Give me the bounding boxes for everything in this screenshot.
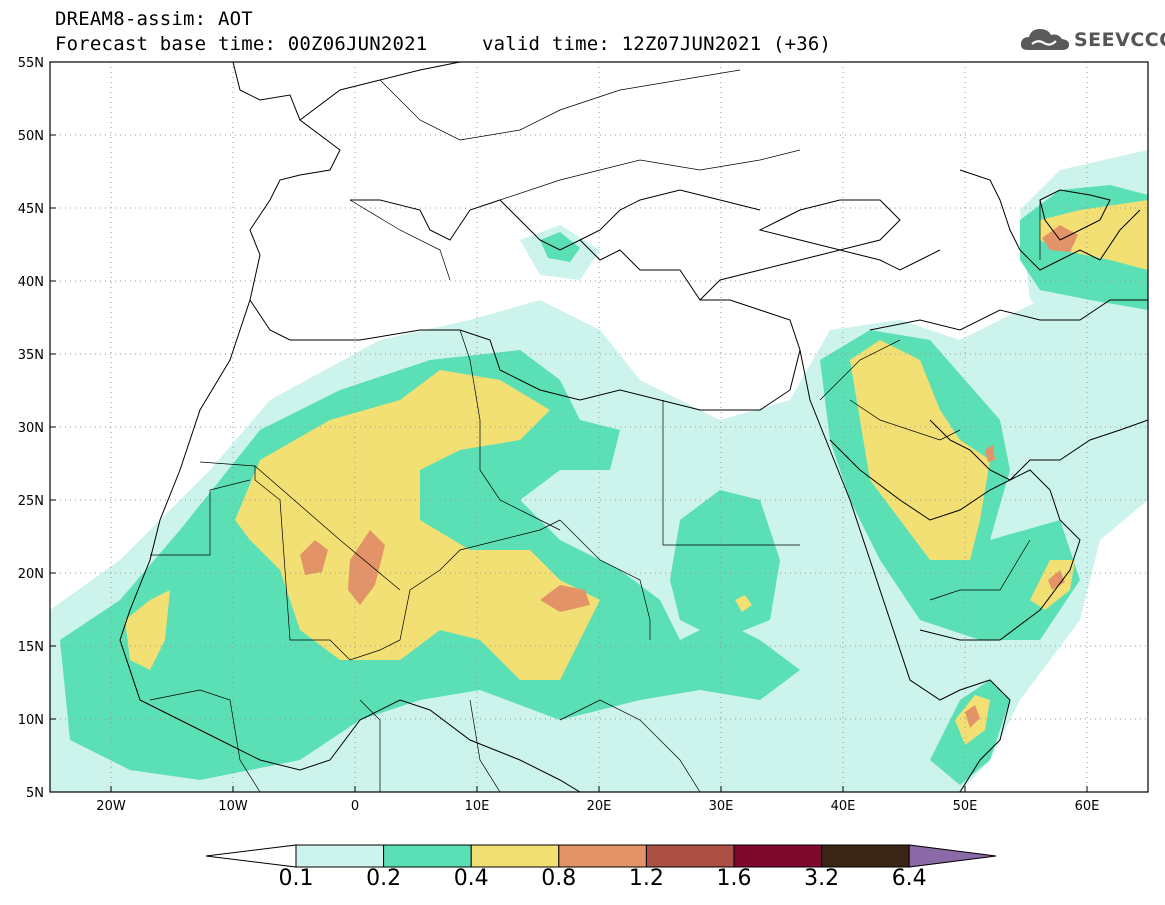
lon-tick-label: 10W <box>218 799 248 814</box>
lat-tick-label: 5N <box>26 786 44 801</box>
lat-tick-label: 55N <box>18 56 44 71</box>
colorbar <box>205 844 997 868</box>
colorbar-segment <box>733 844 823 868</box>
borders <box>149 69 1041 792</box>
colorbar-label: 1.2 <box>628 866 664 891</box>
lon-tick-label: 50E <box>953 799 978 814</box>
cloud-icon <box>1020 29 1070 50</box>
lat-tick-label: 40N <box>18 275 44 290</box>
lat-tick-label: 25N <box>18 494 44 509</box>
logo-text: SEEVCCC <box>1074 29 1165 51</box>
colorbar-segment <box>383 844 472 868</box>
colorbar-label: 0.8 <box>541 866 577 891</box>
colorbar-label: 1.6 <box>716 866 752 891</box>
colorbar-under-triangle <box>205 844 297 868</box>
lat-tick-label: 30N <box>18 421 44 436</box>
lat-tick-labels: 55N 50N 45N 40N 35N 30N 25N 20N 15N 10N … <box>18 56 44 801</box>
lat-tick-label: 35N <box>18 348 44 363</box>
colorbar-label: 0.4 <box>453 866 489 891</box>
lon-tick-label: 0 <box>351 799 359 814</box>
lon-tick-label: 30E <box>709 799 734 814</box>
coastlines <box>119 62 1148 792</box>
colorbar-segment <box>295 844 385 868</box>
seevccc-logo: SEEVCCC <box>1018 22 1165 58</box>
colorbar-label: 0.1 <box>278 866 314 891</box>
lon-tick-label: 40E <box>831 799 856 814</box>
lon-tick-label: 60E <box>1075 799 1100 814</box>
lat-tick-label: 15N <box>18 640 44 655</box>
lat-tick-label: 10N <box>18 713 44 728</box>
graticule <box>50 62 1148 792</box>
aot-field <box>50 62 1148 792</box>
colorbar-label: 6.4 <box>891 866 927 891</box>
lat-tick-label: 50N <box>18 129 44 144</box>
colorbar-segment <box>645 844 735 868</box>
lon-tick-label: 20W <box>96 799 126 814</box>
axis-ticks <box>50 134 1088 792</box>
colorbar-over-triangle <box>908 844 997 868</box>
figure-title: DREAM8-assim: AOT <box>55 8 253 30</box>
lon-tick-label: 20E <box>587 799 612 814</box>
lon-tick-label: 10E <box>465 799 490 814</box>
colorbar-segment <box>821 844 910 868</box>
forecast-base-time: Forecast base time: 00Z06JUN2021 <box>55 33 428 55</box>
colorbar-segment <box>558 844 647 868</box>
valid-time: valid time: 12Z07JUN2021 (+36) <box>482 33 832 55</box>
colorbar-label: 0.2 <box>366 866 402 891</box>
colorbar-label: 3.2 <box>804 866 840 891</box>
lat-tick-label: 20N <box>18 567 44 582</box>
colorbar-segment <box>470 844 560 868</box>
lon-tick-labels: 20W 10W 0 10E 20E 30E 40E 50E 60E <box>96 799 1099 814</box>
lat-tick-label: 45N <box>18 202 44 217</box>
